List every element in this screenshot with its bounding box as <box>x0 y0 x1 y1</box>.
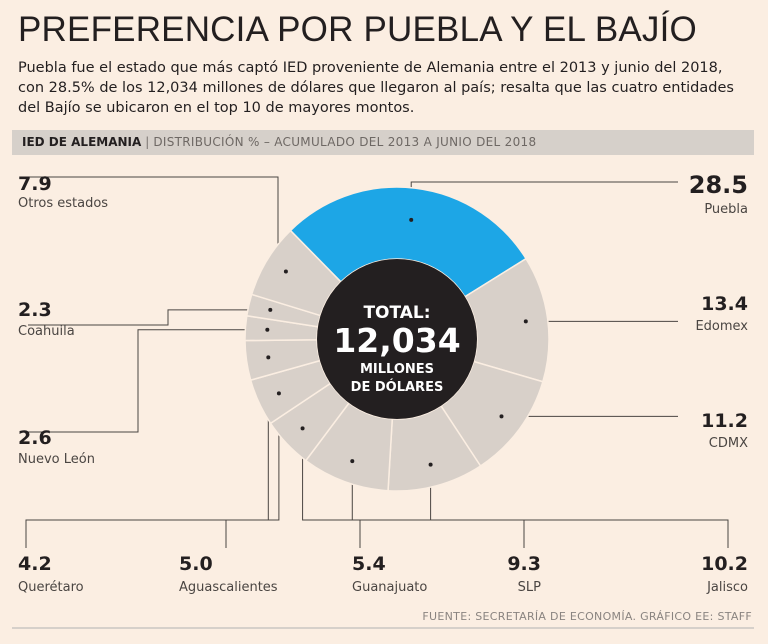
slice-labels: 28.5 Puebla 13.4 Edomex 11.2 CDMX 10.2 Jalisco 9… <box>18 171 748 595</box>
band-label: IED DE ALEMANIA <box>22 135 142 149</box>
band-separator: | <box>145 135 150 149</box>
name-label-nuevo-leon: Nuevo León <box>18 452 95 467</box>
bottom-rule <box>12 627 754 629</box>
value-label-guanajuato: 5.4 <box>352 553 386 575</box>
page-title: PREFERENCIA POR PUEBLA Y EL BAJÍO <box>18 10 697 49</box>
name-label-aguascalientes: Aguascalientes <box>179 580 278 595</box>
leader-dot-guanajuato <box>300 426 305 431</box>
name-label-slp: SLP <box>518 580 541 595</box>
value-label-otros-estados: 7.9 <box>18 173 52 195</box>
name-label-coahuila: Coahuila <box>18 324 75 339</box>
value-label-queretaro: 4.2 <box>18 553 52 575</box>
leader-line-otros-estados <box>28 176 286 273</box>
donut-slices <box>244 186 550 492</box>
leader-dot-nuevo-leon <box>265 327 270 332</box>
name-label-edomex: Edomex <box>695 319 748 334</box>
center-total-value: 12,034 <box>333 321 460 360</box>
name-label-jalisco: Jalisco <box>706 580 748 595</box>
name-label-guanajuato: Guanajuato <box>352 580 427 595</box>
value-label-cdmx: 11.2 <box>701 410 748 432</box>
name-label-otros-estados: Otros estados <box>18 196 108 211</box>
center-units-line2: DE DÓLARES <box>351 379 444 395</box>
leader-line-nuevo-leon <box>28 329 268 433</box>
leader-dot-jalisco <box>428 462 433 467</box>
source-note: FUENTE: SECRETARÍA DE ECONOMÍA. GRÁFICO … <box>422 610 752 623</box>
value-label-jalisco: 10.2 <box>701 553 748 575</box>
subtitle: Puebla fue el estado que más captó IED p… <box>18 60 734 116</box>
leader-dot-aguascalientes <box>276 391 281 396</box>
leader-line-guanajuato <box>302 428 361 548</box>
leader-dot-edomex <box>523 319 528 324</box>
name-label-puebla: Puebla <box>704 202 748 217</box>
center-units-line1: MILLONES <box>360 362 434 377</box>
leader-dot-slp <box>350 459 355 464</box>
value-label-slp: 9.3 <box>507 553 541 575</box>
leader-line-slp <box>351 461 525 548</box>
value-label-aguascalientes: 5.0 <box>179 553 213 575</box>
leader-dot-puebla <box>409 217 414 222</box>
value-label-edomex: 13.4 <box>701 293 748 315</box>
center-total-label: TOTAL: <box>363 303 430 323</box>
center-disc <box>317 259 477 419</box>
leader-line-jalisco <box>430 464 729 548</box>
value-label-puebla: 28.5 <box>689 171 748 199</box>
leader-dot-otros-estados <box>283 269 288 274</box>
leader-dot-queretaro <box>266 355 271 360</box>
leader-dots <box>265 217 528 467</box>
value-label-coahuila: 2.3 <box>18 299 52 321</box>
name-label-cdmx: CDMX <box>709 436 748 451</box>
band-description: DISTRIBUCIÓN % – ACUMULADO DEL 2013 A JU… <box>153 135 537 149</box>
name-label-queretaro: Querétaro <box>18 580 84 595</box>
leader-dot-coahuila <box>268 307 273 312</box>
leader-dot-cdmx <box>499 414 504 419</box>
value-label-nuevo-leon: 2.6 <box>18 427 52 449</box>
leader-line-queretaro <box>25 357 269 548</box>
leader-line-coahuila <box>28 309 271 326</box>
chart-header-band: IED DE ALEMANIA | DISTRIBUCIÓN % – ACUMULA… <box>12 130 754 155</box>
